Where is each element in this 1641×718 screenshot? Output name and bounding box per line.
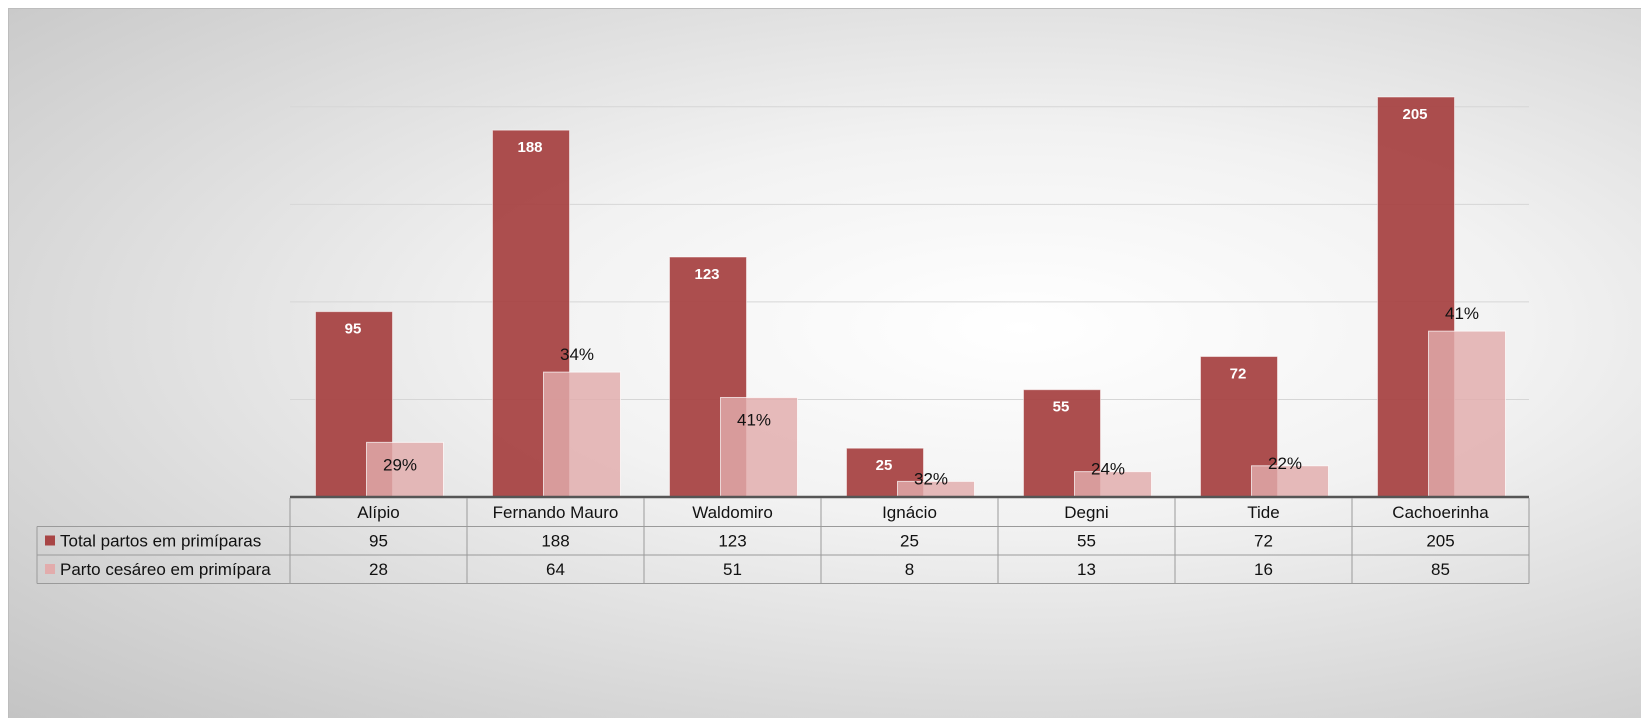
data-label-total: 72 [1230,366,1247,383]
bar-cesareo [1251,465,1329,498]
data-label-total: 95 [345,321,362,338]
table-cell-total: 55 [1077,532,1096,551]
category-label: Alípio [357,503,400,522]
data-label-cesareo: 22% [1268,454,1302,473]
legend-swatch-total [45,535,55,546]
table-cell-total: 123 [718,532,746,551]
category-label: Waldomiro [692,503,773,522]
data-label-cesareo: 34% [560,345,594,364]
category-label: Fernando Mauro [493,503,619,522]
table-cell-total: 205 [1426,532,1454,551]
bar-chart: 95 29% 188 34% 123 41% 25 32% 55 24% 72 22% 205 41% Al… [36,96,1530,584]
table-cell-total: 188 [541,532,569,551]
data-label-total: 55 [1053,399,1070,416]
legend-label-total: Total partos em primíparas [60,532,261,551]
data-label-cesareo: 24% [1091,460,1125,479]
data-label-total: 123 [694,266,719,283]
table-cell-cesareo: 8 [905,560,914,579]
data-label-total: 188 [517,139,542,156]
table-cell-cesareo: 51 [723,560,742,579]
bar-cesareo [1074,471,1152,498]
data-label-total: 25 [876,457,893,474]
table-cell-total: 95 [369,532,388,551]
legend-label-cesareo: Parto cesáreo em primípara [60,560,271,579]
data-label-total: 205 [1402,106,1427,123]
data-label-cesareo: 41% [1445,304,1479,323]
table-cell-total: 72 [1254,532,1273,551]
category-label: Ignácio [882,503,937,522]
category-label: Degni [1064,503,1108,522]
bar-cesareo [1428,330,1506,498]
chart-panel: 95 29% 188 34% 123 41% 25 32% 55 24% 72 22% 205 41% Al… [8,8,1641,718]
category-label: Tide [1247,503,1279,522]
data-label-cesareo: 32% [914,469,948,488]
table-cell-cesareo: 64 [546,560,565,579]
data-label-cesareo: 41% [737,410,771,429]
table-cell-cesareo: 16 [1254,560,1273,579]
category-label: Cachoerinha [1392,503,1489,522]
data-label-cesareo: 29% [383,455,417,474]
bar-cesareo [543,371,621,498]
table-cell-cesareo: 85 [1431,560,1450,579]
bar-cesareo [720,396,798,498]
table-cell-cesareo: 28 [369,560,388,579]
table-cell-total: 25 [900,532,919,551]
legend-swatch-cesareo [45,564,55,574]
table-cell-cesareo: 13 [1077,560,1096,579]
